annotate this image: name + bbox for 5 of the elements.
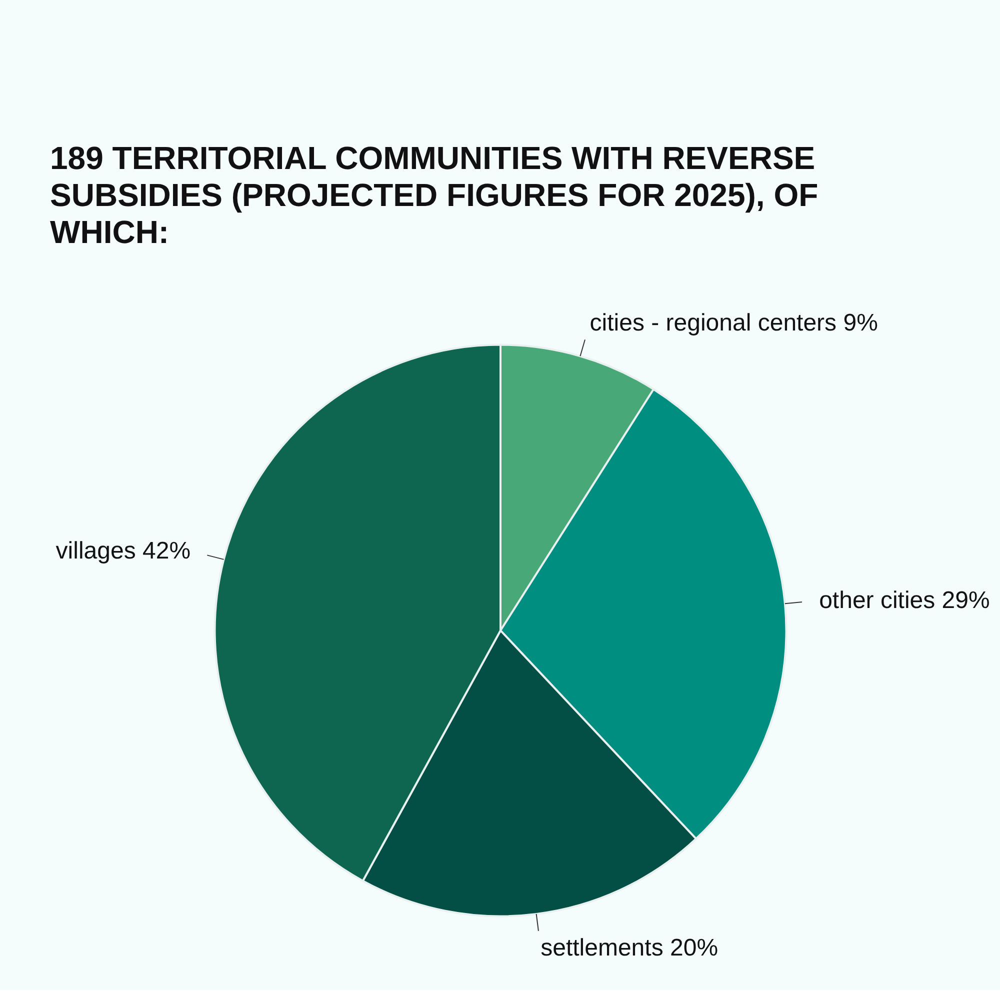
chart-title: 189 TERRITORIAL COMMUNITIES WITH REVERSE SUBSIDIES (PROJECTED FIGURES FOR 2025), OF WHICH:	[50, 140, 820, 250]
slice-label: settlements 20%	[540, 934, 718, 962]
slice-label: other cities 29%	[819, 586, 990, 614]
slice-label: villages 42%	[56, 537, 191, 564]
slice-label: cities - regional centers 9%	[590, 310, 878, 337]
